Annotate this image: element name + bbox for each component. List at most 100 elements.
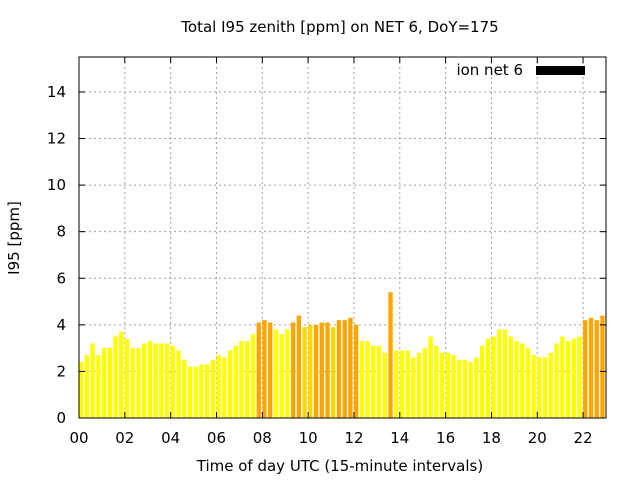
bar	[313, 324, 319, 418]
bar	[170, 345, 176, 418]
bar	[216, 355, 221, 418]
bar	[101, 348, 107, 418]
bar	[594, 320, 599, 418]
bar	[479, 345, 485, 418]
legend: ion net 6	[456, 61, 585, 79]
x-tick-label: 04	[161, 429, 180, 447]
bar	[187, 366, 193, 418]
bar	[554, 343, 559, 418]
chart-title: Total I95 zenith [ppm] on NET 6, DoY=175	[180, 18, 498, 36]
bar	[348, 317, 353, 418]
x-tick-label: 14	[390, 429, 409, 447]
bar	[290, 322, 296, 418]
bar	[308, 324, 313, 418]
bar	[210, 359, 216, 418]
bar	[588, 317, 594, 418]
bar	[365, 341, 370, 418]
bar	[462, 359, 468, 418]
bar	[273, 329, 279, 418]
bar	[227, 350, 233, 418]
bar	[325, 322, 330, 418]
bar	[371, 345, 376, 418]
bar	[153, 343, 158, 418]
bar	[571, 338, 576, 418]
bar	[359, 341, 365, 418]
bar	[520, 343, 525, 418]
bar	[457, 359, 462, 418]
x-tick-label: 08	[253, 429, 272, 447]
bar	[239, 341, 244, 418]
bar	[583, 320, 588, 418]
y-axis-label: I95 [ppm]	[5, 201, 23, 275]
bar	[485, 338, 491, 418]
bar	[245, 341, 250, 418]
y-tick-label: 0	[56, 409, 66, 427]
x-tick-label: 02	[115, 429, 134, 447]
bar	[107, 348, 112, 418]
bar	[422, 348, 428, 418]
x-tick-label: 00	[69, 429, 88, 447]
bar	[193, 366, 198, 418]
bar	[468, 362, 473, 418]
x-tick-label: 10	[299, 429, 318, 447]
bar	[399, 350, 405, 418]
y-tick-label: 2	[56, 362, 66, 380]
bar	[262, 320, 267, 418]
bar	[176, 350, 181, 418]
bar	[514, 341, 519, 418]
bar	[233, 345, 239, 418]
bar	[250, 334, 256, 418]
bar	[491, 336, 496, 418]
bar	[336, 320, 342, 418]
bar	[136, 348, 141, 418]
x-tick-label: 22	[574, 429, 593, 447]
bar	[565, 341, 571, 418]
bar	[560, 336, 565, 418]
bar	[256, 322, 261, 418]
bar	[319, 322, 324, 418]
bar	[96, 355, 101, 418]
bar	[577, 336, 582, 418]
bar	[474, 357, 479, 418]
bar	[279, 334, 284, 418]
bar	[353, 324, 359, 418]
bar	[159, 343, 164, 418]
legend-swatch	[536, 66, 585, 75]
x-tick-label: 18	[482, 429, 501, 447]
bar	[537, 357, 542, 418]
bar	[508, 336, 513, 418]
bar	[113, 336, 118, 418]
bar	[79, 362, 84, 418]
bar	[405, 350, 410, 418]
y-tick-label: 6	[56, 269, 66, 287]
bar	[525, 348, 531, 418]
bar	[147, 341, 153, 418]
bar	[600, 315, 605, 418]
bars	[79, 292, 605, 418]
bar	[205, 364, 210, 418]
x-tick-label: 16	[436, 429, 455, 447]
bar	[90, 343, 95, 418]
bar	[497, 329, 502, 418]
x-tick-label: 06	[207, 429, 226, 447]
y-tick-label: 14	[47, 83, 66, 101]
bar	[222, 357, 227, 418]
bar	[382, 352, 387, 418]
y-tick-label: 12	[47, 130, 66, 148]
bar	[342, 320, 347, 418]
bar	[394, 350, 399, 418]
bar	[142, 343, 147, 418]
bar	[296, 315, 302, 418]
bar	[119, 331, 124, 418]
bar	[531, 355, 536, 418]
bar	[542, 357, 548, 418]
y-tick-label: 10	[47, 176, 66, 194]
bar	[451, 355, 456, 418]
bar	[388, 292, 393, 418]
bar	[434, 345, 439, 418]
bar	[548, 352, 554, 418]
bar	[416, 352, 422, 418]
bar	[502, 329, 508, 418]
